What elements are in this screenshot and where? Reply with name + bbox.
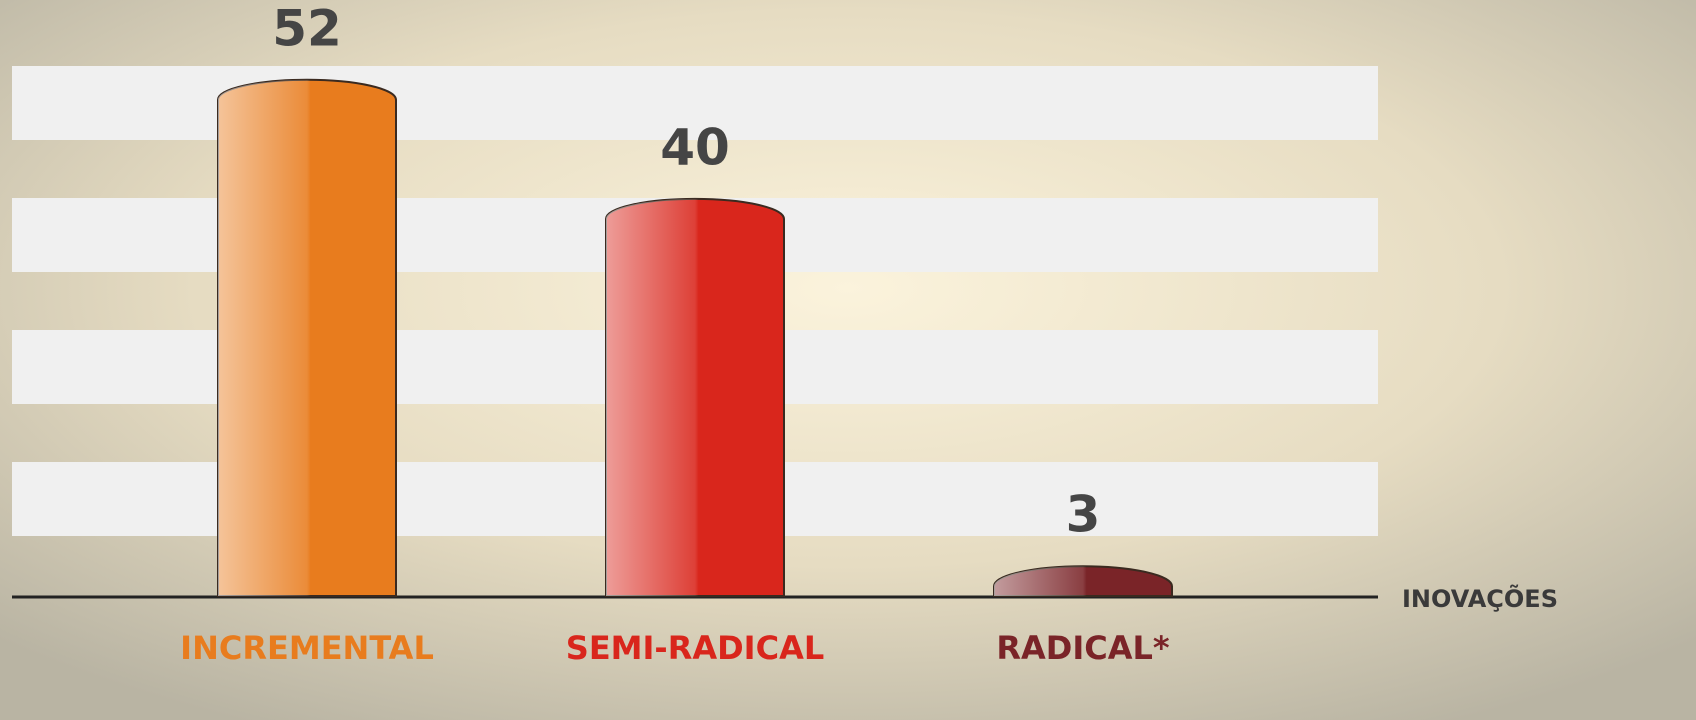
- x-axis-label: INOVAÇÕES: [1402, 583, 1558, 613]
- x-tick-label: RADICAL*: [996, 629, 1170, 667]
- x-tick-label: SEMI-RADICAL: [566, 629, 824, 667]
- bar-highlight: [218, 79, 396, 597]
- value-label: 52: [272, 0, 342, 57]
- value-label: 3: [1066, 486, 1101, 544]
- x-tick-label: INCREMENTAL: [180, 629, 434, 667]
- bar-highlight: [606, 198, 784, 596]
- value-label: 40: [660, 118, 730, 176]
- bar-highlight: [994, 566, 1172, 596]
